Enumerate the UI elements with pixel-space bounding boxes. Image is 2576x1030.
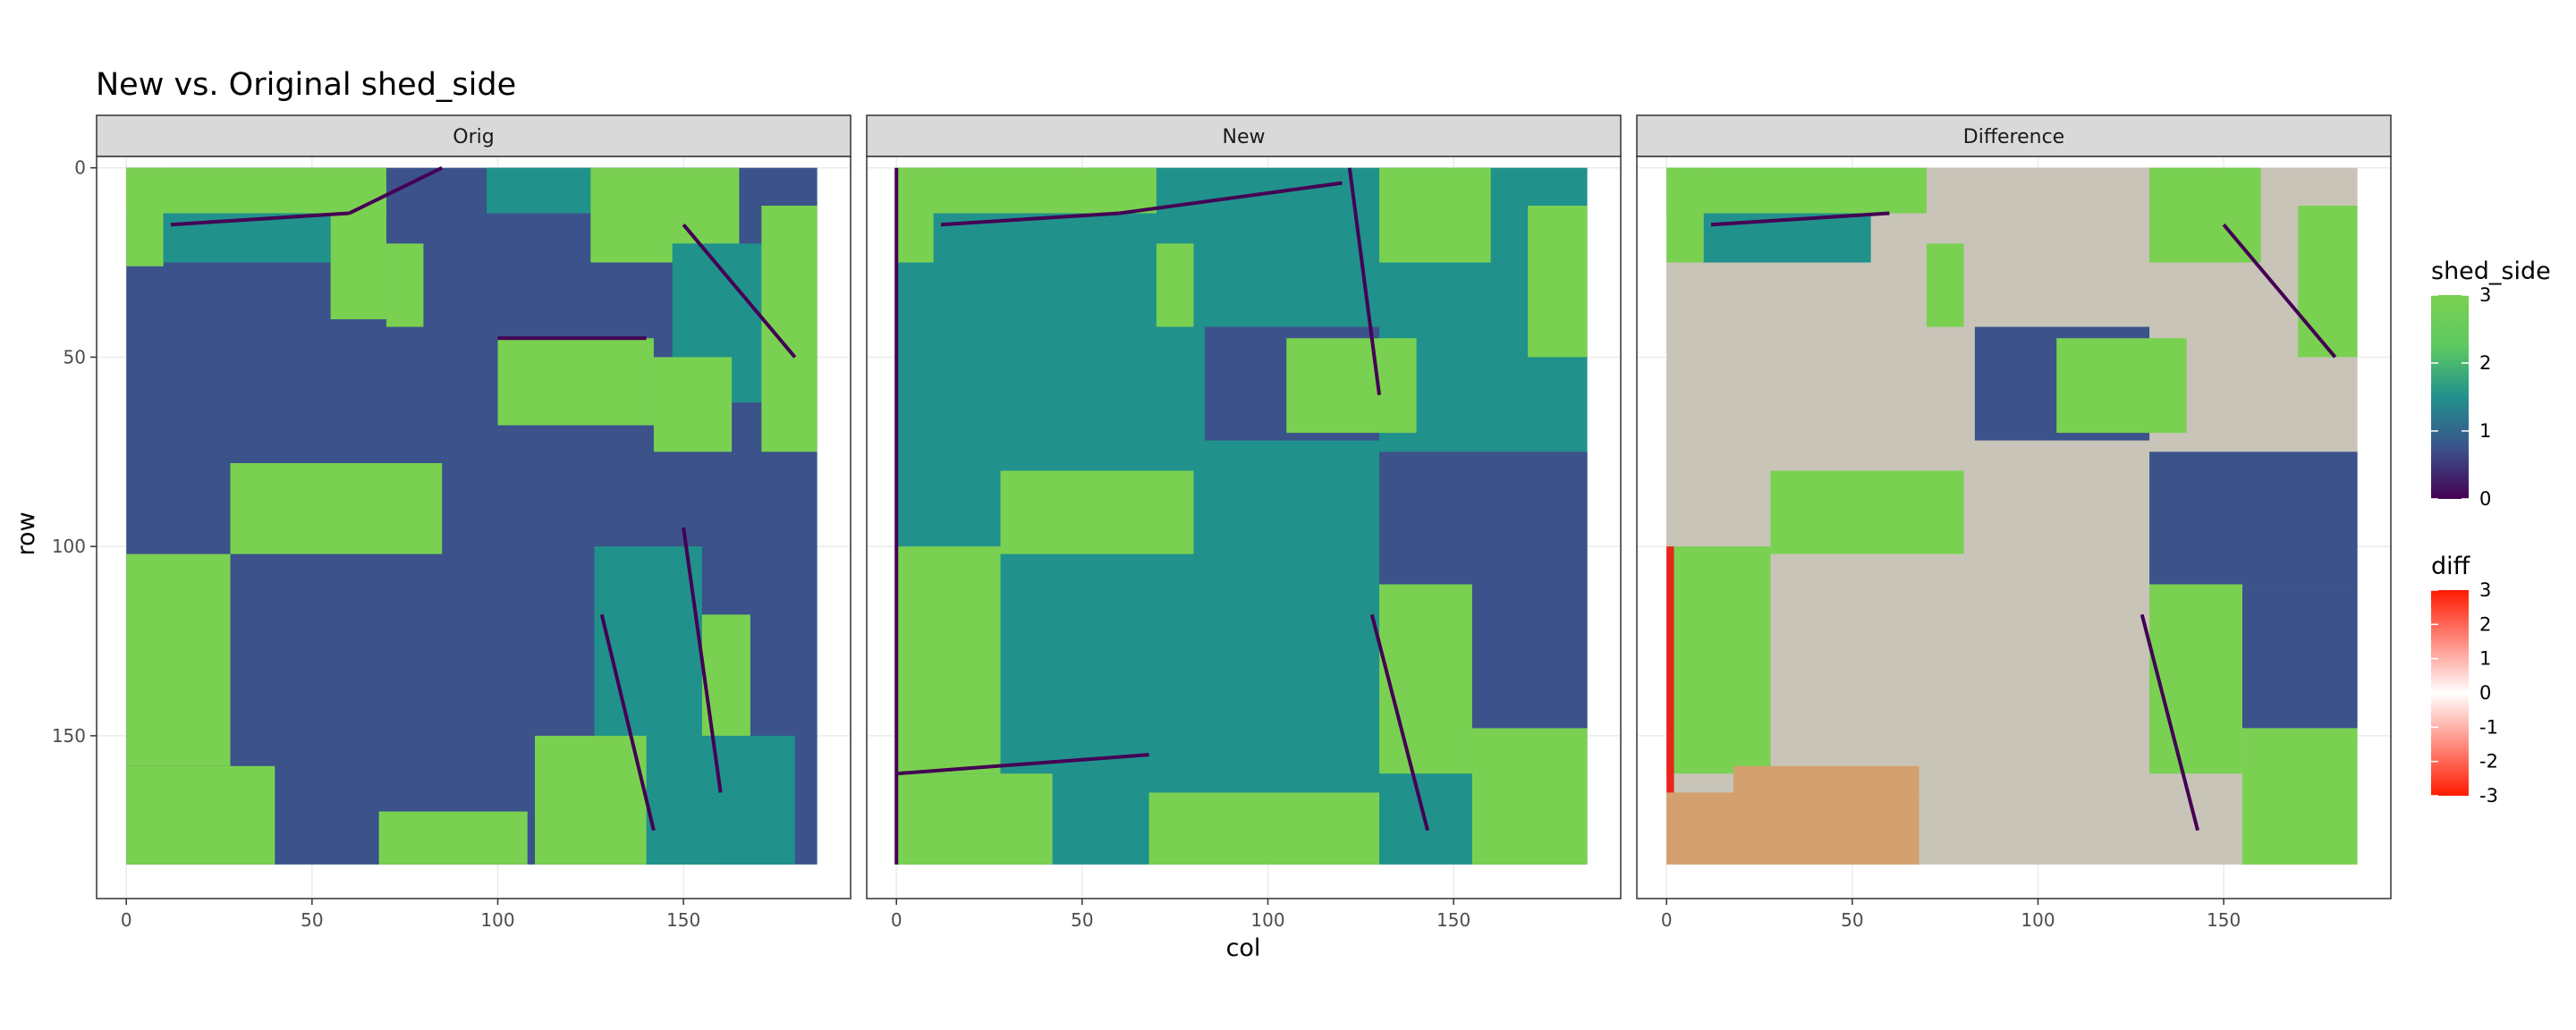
tile-region xyxy=(1379,167,1491,263)
tile-region xyxy=(487,167,591,214)
boundary-cells xyxy=(1710,211,1890,227)
y-tick-label: 100 xyxy=(52,536,86,557)
x-tick-label: 0 xyxy=(891,909,902,931)
tile-region xyxy=(1148,792,1380,865)
x-axis-title: col xyxy=(1226,934,1261,962)
boundary-cells xyxy=(348,165,444,215)
legend-diff-label: 3 xyxy=(2479,579,2491,601)
facet-panel-2: Difference 0 50 100 150 xyxy=(1636,114,2392,931)
tile-region xyxy=(126,167,164,266)
tile-region xyxy=(126,553,231,766)
legend-diff-label: -1 xyxy=(2479,716,2498,738)
boundary-cells xyxy=(682,223,797,359)
legend-shed-side-label: 1 xyxy=(2479,420,2491,442)
x-tick-label: 100 xyxy=(1250,909,1284,931)
boundary-cells xyxy=(1119,181,1343,215)
x-tick-label: 0 xyxy=(121,909,132,931)
legend-diff: diff 3 2 1 0 -1 -2 -3 xyxy=(2431,553,2498,806)
boundary-cells xyxy=(599,613,656,832)
tile-region xyxy=(330,206,386,320)
tile-region xyxy=(386,243,424,327)
tile-region xyxy=(1000,470,1194,554)
y-axis-title: row xyxy=(13,511,40,555)
tile-region xyxy=(1666,167,1927,214)
legend-diff-label: 0 xyxy=(2479,682,2491,704)
y-tick-label: 0 xyxy=(74,157,86,179)
boundary-cells xyxy=(2222,223,2337,359)
x-tick-label: 150 xyxy=(666,909,700,931)
x-tick-label: 150 xyxy=(1436,909,1470,931)
tile-region xyxy=(2056,338,2187,434)
facet-strip-label: Difference xyxy=(1963,126,2064,148)
tile-region xyxy=(1471,584,1588,729)
tile-region xyxy=(2149,584,2242,774)
plot-title: New vs. Original shed_side xyxy=(96,67,516,103)
x-tick-label: 50 xyxy=(1071,909,1093,931)
tile-region xyxy=(1379,452,1588,585)
legend-shed-side: shed_side 3 2 1 0 xyxy=(2431,258,2551,510)
legend-diff-label: -2 xyxy=(2479,751,2498,772)
legend-shed-side-label: 3 xyxy=(2479,284,2491,306)
tile-region xyxy=(497,338,654,426)
tile-region xyxy=(1666,792,1919,865)
facet-strip-label: New xyxy=(1223,126,1266,148)
facet-panel-1: New 0 50 100 150 xyxy=(866,114,1622,931)
tile-region xyxy=(2241,584,2358,729)
legend-shed-side-label: 0 xyxy=(2479,488,2491,510)
x-tick-label: 50 xyxy=(1841,909,1863,931)
x-tick-label: 100 xyxy=(480,909,514,931)
facet-strip xyxy=(96,114,852,157)
x-tick-label: 100 xyxy=(2021,909,2055,931)
tile-region xyxy=(896,167,1157,214)
boundary-cells xyxy=(940,211,1120,227)
y-tick-label: 150 xyxy=(52,725,86,747)
panel-border xyxy=(96,156,852,899)
legend-shed-side-colorbar xyxy=(2431,295,2469,499)
x-tick-label: 0 xyxy=(1661,909,1673,931)
tile-region xyxy=(896,546,1001,774)
tile-region xyxy=(1471,728,1588,865)
tile-region xyxy=(1666,546,1771,774)
legend-diff-title: diff xyxy=(2431,553,2471,580)
tile-region xyxy=(2149,452,2358,585)
tile-region xyxy=(646,735,795,865)
boundary-cells xyxy=(1347,167,1382,396)
panel-border xyxy=(1636,156,2392,899)
x-tick-label: 150 xyxy=(2207,909,2241,931)
boundary-cells xyxy=(1369,613,1429,832)
boundary-cells xyxy=(170,211,350,227)
tile-region xyxy=(230,463,443,554)
legend-diff-label: -3 xyxy=(2479,785,2498,806)
tile-region xyxy=(126,765,275,865)
tile-region xyxy=(896,773,1053,865)
tile-region xyxy=(1286,338,1417,434)
tile-region xyxy=(2241,728,2358,865)
tile-region xyxy=(1666,167,1704,263)
tile-region xyxy=(1770,470,1964,554)
boundary-cells xyxy=(682,527,723,793)
legend-diff-label: 2 xyxy=(2479,613,2491,635)
y-tick-label: 50 xyxy=(64,346,86,367)
tile-region xyxy=(2298,206,2358,358)
boundary-cells xyxy=(2140,613,2199,832)
tile-region xyxy=(653,357,733,452)
tile-region xyxy=(1156,243,1194,327)
legend-shed-side-title: shed_side xyxy=(2431,258,2551,285)
facet-panel-0: Orig 0 50 100 150 0 50 100 150 xyxy=(52,114,852,931)
x-tick-label: 50 xyxy=(301,909,323,931)
boundary-cells xyxy=(896,753,1149,776)
tile-region xyxy=(896,167,934,263)
tile-region xyxy=(1379,584,1472,774)
tile-region xyxy=(1666,546,1674,793)
tile-region xyxy=(1733,765,1919,805)
legend-diff-label: 1 xyxy=(2479,648,2491,670)
facet-strip-label: Orig xyxy=(453,126,494,148)
panel-border xyxy=(866,156,1622,899)
legend-shed-side-label: 2 xyxy=(2479,352,2491,374)
tile-region xyxy=(378,811,528,865)
tile-region xyxy=(1926,243,1964,327)
tile-region xyxy=(1528,206,1588,358)
